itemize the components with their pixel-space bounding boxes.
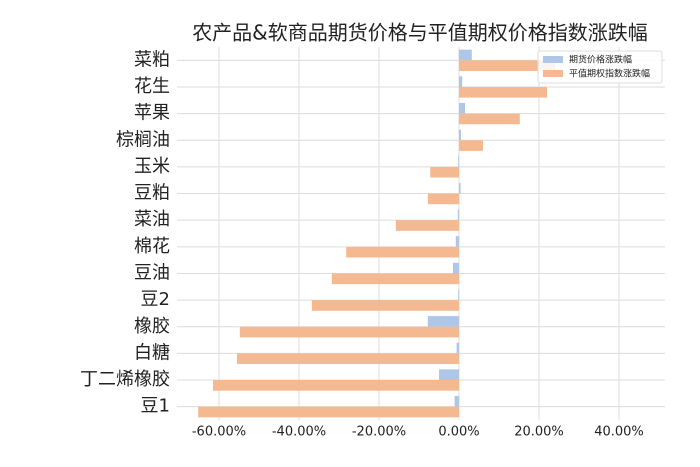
- chart-title: 农产品&软商品期货价格与平值期权价格指数涨跌幅: [192, 21, 648, 45]
- bar: [459, 140, 483, 151]
- bar: [459, 102, 465, 114]
- y-tick-label: 苹果: [134, 103, 170, 124]
- legend-swatch: [543, 56, 563, 63]
- bar: [427, 316, 459, 327]
- y-tick-label: 橡胶: [134, 316, 170, 337]
- y-tick-label: 丁二烯橡胶: [80, 369, 170, 390]
- bar: [239, 326, 459, 338]
- bar: [459, 76, 463, 87]
- y-tick-label: 白糖: [134, 342, 170, 363]
- y-tick-label: 棕榈油: [116, 129, 170, 150]
- y-tick-label: 花生: [134, 76, 170, 97]
- bar: [237, 353, 459, 365]
- bar: [346, 246, 459, 258]
- bar: [213, 380, 459, 391]
- y-tick-label: 菜油: [134, 209, 170, 230]
- bar: [459, 49, 472, 61]
- y-tick-label: 豆粕: [134, 183, 170, 204]
- bar: [198, 406, 459, 418]
- x-tick-label: 20.00%: [514, 425, 564, 440]
- x-tick-label: 40.00%: [594, 425, 644, 440]
- y-tick-label: 豆2: [141, 289, 170, 310]
- x-tick-label: 0.00%: [438, 425, 479, 440]
- bar: [455, 236, 459, 247]
- legend-label: 期货价格涨跌幅: [569, 54, 632, 66]
- bar: [427, 193, 459, 205]
- bar: [430, 166, 459, 178]
- bar: [457, 209, 459, 221]
- x-tick-label: -60.00%: [192, 425, 246, 440]
- bar: [453, 262, 459, 274]
- legend-label: 平值期权指数涨跌幅: [569, 68, 650, 80]
- x-tick-label: -40.00%: [272, 425, 326, 440]
- y-tick-label: 豆油: [134, 262, 170, 283]
- bar: [439, 369, 459, 381]
- bar: [459, 113, 520, 125]
- bar: [331, 273, 459, 285]
- legend-box: [537, 50, 663, 84]
- bar: [459, 182, 461, 194]
- bar: [458, 156, 459, 167]
- bar: [311, 300, 459, 311]
- bar: [459, 86, 547, 98]
- bar: [459, 60, 555, 71]
- y-tick-label: 棉花: [134, 236, 170, 257]
- legend-swatch: [543, 70, 563, 77]
- bar: [395, 220, 459, 231]
- y-tick-label: 豆1: [141, 396, 170, 417]
- x-tick-label: -20.00%: [352, 425, 406, 440]
- bar: [454, 396, 459, 407]
- y-tick-label: 玉米: [134, 156, 170, 177]
- bar: [459, 129, 461, 141]
- bar: [456, 342, 459, 354]
- bar: [458, 289, 459, 301]
- y-tick-label: 菜粕: [134, 49, 170, 70]
